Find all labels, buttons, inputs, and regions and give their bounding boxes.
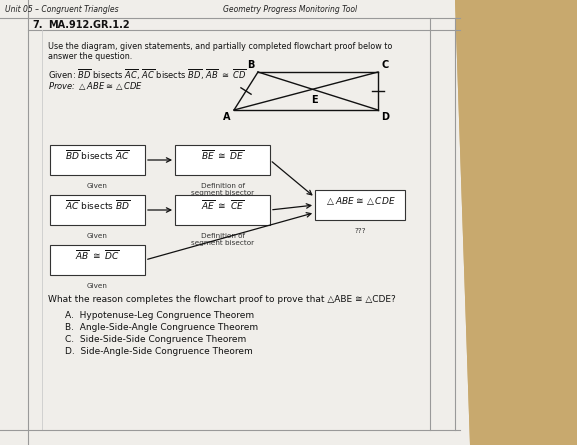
Text: $\overline{AC}$ bisects $\overline{BD}$: $\overline{AC}$ bisects $\overline{BD}$ bbox=[65, 198, 130, 212]
Text: 7.: 7. bbox=[32, 20, 43, 30]
Polygon shape bbox=[455, 0, 577, 445]
Text: MA.912.GR.1.2: MA.912.GR.1.2 bbox=[48, 20, 130, 30]
Text: B: B bbox=[246, 60, 254, 70]
Text: A: A bbox=[223, 112, 230, 122]
Text: Definition of
segment bisector: Definition of segment bisector bbox=[191, 183, 254, 196]
Bar bbox=[50, 195, 145, 225]
Bar bbox=[315, 190, 405, 220]
Text: C.  Side-Side-Side Congruence Theorem: C. Side-Side-Side Congruence Theorem bbox=[65, 335, 246, 344]
Bar bbox=[175, 195, 270, 225]
Text: What the reason completes the flowchart proof to prove that △ABE ≅ △CDE?: What the reason completes the flowchart … bbox=[48, 295, 396, 304]
Text: Definition of
segment bisector: Definition of segment bisector bbox=[191, 233, 254, 246]
Text: D: D bbox=[381, 112, 389, 122]
Text: $\overline{BE}$ $\cong$ $\overline{DE}$: $\overline{BE}$ $\cong$ $\overline{DE}$ bbox=[201, 149, 244, 162]
Text: Given: Given bbox=[87, 183, 108, 189]
Text: $\overline{AB}$ $\cong$ $\overline{DC}$: $\overline{AB}$ $\cong$ $\overline{DC}$ bbox=[75, 249, 120, 263]
Text: C: C bbox=[381, 60, 388, 70]
Text: $\overline{AE}$ $\cong$ $\overline{CE}$: $\overline{AE}$ $\cong$ $\overline{CE}$ bbox=[201, 198, 244, 212]
Text: D.  Side-Angle-Side Congruence Theorem: D. Side-Angle-Side Congruence Theorem bbox=[65, 347, 253, 356]
Text: Unit 05 – Congruent Triangles: Unit 05 – Congruent Triangles bbox=[5, 4, 119, 13]
Text: answer the question.: answer the question. bbox=[48, 52, 132, 61]
Text: Geometry Progress Monitoring Tool: Geometry Progress Monitoring Tool bbox=[223, 4, 357, 13]
Text: Use the diagram, given statements, and partially completed flowchart proof below: Use the diagram, given statements, and p… bbox=[48, 42, 392, 51]
Text: E: E bbox=[311, 95, 317, 105]
Text: Given: $\overline{BD}$ bisects $\overline{AC}$, $\overline{AC}$ bisects $\overli: Given: $\overline{BD}$ bisects $\overlin… bbox=[48, 68, 247, 82]
Text: Given: Given bbox=[87, 233, 108, 239]
Bar bbox=[50, 245, 145, 275]
Text: B.  Angle-Side-Angle Congruence Theorem: B. Angle-Side-Angle Congruence Theorem bbox=[65, 323, 258, 332]
Text: ???: ??? bbox=[354, 228, 366, 234]
Text: A.  Hypotenuse-Leg Congruence Theorem: A. Hypotenuse-Leg Congruence Theorem bbox=[65, 311, 254, 320]
Bar bbox=[175, 145, 270, 175]
Text: $\overline{BD}$ bisects $\overline{AC}$: $\overline{BD}$ bisects $\overline{AC}$ bbox=[65, 149, 130, 162]
Text: Prove: $\triangle ABE \cong \triangle CDE$: Prove: $\triangle ABE \cong \triangle CD… bbox=[48, 80, 143, 92]
Bar bbox=[50, 145, 145, 175]
Polygon shape bbox=[0, 0, 470, 445]
Text: Given: Given bbox=[87, 283, 108, 289]
Text: $\triangle ABE \cong \triangle CDE$: $\triangle ABE \cong \triangle CDE$ bbox=[325, 194, 395, 206]
